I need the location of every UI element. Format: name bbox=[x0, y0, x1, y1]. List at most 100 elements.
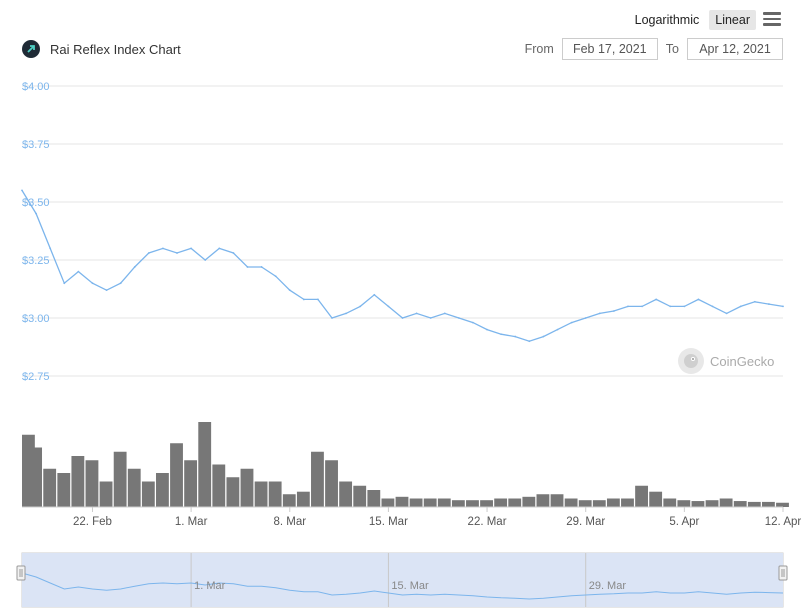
price-point bbox=[77, 270, 80, 273]
volume-bar bbox=[268, 481, 282, 507]
navigator-right-handle[interactable] bbox=[778, 565, 788, 581]
price-point bbox=[711, 305, 714, 308]
x-tick-label: 29. Mar bbox=[566, 516, 605, 528]
price-point bbox=[218, 247, 221, 250]
rai-reflex-logo-icon bbox=[22, 40, 40, 58]
price-point bbox=[753, 300, 756, 303]
watermark-text: CoinGecko bbox=[710, 353, 775, 369]
volume-bar bbox=[311, 451, 324, 507]
chart-header: Rai Reflex Index Chart Logarithmic Linea… bbox=[0, 0, 811, 80]
price-point bbox=[415, 312, 418, 315]
volume-series bbox=[22, 422, 789, 507]
price-point bbox=[317, 298, 319, 301]
price-point bbox=[542, 335, 545, 338]
navigator-selection[interactable] bbox=[22, 553, 783, 607]
volume-bar bbox=[325, 460, 338, 507]
hamburger-menu-icon[interactable] bbox=[763, 12, 781, 26]
price-point bbox=[147, 252, 150, 254]
grid-layer bbox=[22, 85, 783, 377]
navigator-line bbox=[21, 572, 784, 600]
volume-bar bbox=[141, 481, 155, 507]
volume-bar bbox=[353, 485, 367, 507]
navigator-labels: 1. Mar 15. Mar 29. Mar bbox=[194, 580, 626, 592]
volume-bar bbox=[226, 477, 240, 507]
y-tick-label: $3.00 bbox=[22, 313, 50, 325]
price-point bbox=[641, 305, 643, 308]
volume-bar bbox=[719, 498, 733, 507]
price-point bbox=[387, 305, 390, 308]
volume-bar bbox=[761, 501, 775, 507]
volume-bar bbox=[409, 498, 423, 507]
price-point bbox=[49, 247, 52, 250]
chart-title: Rai Reflex Index Chart bbox=[50, 41, 181, 57]
price-point bbox=[232, 252, 235, 254]
scale-linear-button[interactable]: Linear bbox=[709, 10, 756, 30]
x-tick-label: 12. Apr bbox=[765, 516, 802, 528]
price-point bbox=[655, 298, 658, 301]
volume-bar bbox=[480, 500, 493, 507]
price-point bbox=[627, 305, 629, 308]
price-point bbox=[133, 266, 136, 268]
price-point bbox=[739, 305, 742, 308]
price-series bbox=[21, 189, 784, 343]
navigator-tick-label: 29. Mar bbox=[589, 580, 627, 592]
price-point bbox=[528, 340, 531, 343]
navigator-grid bbox=[190, 553, 587, 607]
coingecko-gecko-icon bbox=[678, 348, 704, 374]
price-point bbox=[697, 298, 700, 301]
price-point bbox=[500, 333, 503, 336]
price-point bbox=[472, 321, 474, 324]
scale-logarithmic-button[interactable]: Logarithmic bbox=[634, 13, 700, 27]
price-point bbox=[725, 312, 728, 315]
volume-bar bbox=[170, 443, 183, 507]
x-tick-label: 1. Mar bbox=[175, 516, 208, 528]
x-tick-label: 5. Apr bbox=[669, 516, 699, 528]
price-point bbox=[612, 310, 615, 312]
navigator-tick-label: 1. Mar bbox=[194, 580, 226, 592]
navigator-tick-label: 15. Mar bbox=[391, 580, 429, 592]
price-point bbox=[782, 305, 784, 308]
price-point bbox=[190, 247, 193, 250]
from-date-input[interactable]: Feb 17, 2021 bbox=[561, 38, 658, 60]
volume-bar bbox=[691, 501, 705, 507]
price-point bbox=[105, 289, 108, 292]
from-label: From bbox=[524, 42, 554, 56]
x-tick-label: 22. Mar bbox=[468, 516, 507, 528]
volume-bar bbox=[663, 498, 677, 507]
volume-bar bbox=[466, 500, 479, 507]
price-point bbox=[768, 303, 770, 305]
y-tick-label: $4.00 bbox=[22, 81, 50, 93]
to-date-input[interactable]: Apr 12, 2021 bbox=[687, 38, 783, 60]
volume-bar bbox=[339, 481, 353, 507]
price-point bbox=[514, 335, 517, 338]
price-point bbox=[556, 328, 559, 331]
price-point bbox=[570, 321, 573, 324]
price-point bbox=[288, 289, 291, 292]
volume-bar bbox=[536, 494, 550, 507]
volume-bar bbox=[395, 496, 409, 507]
volume-bar bbox=[57, 473, 71, 507]
volume-bar bbox=[606, 498, 620, 507]
y-tick-label: $3.25 bbox=[22, 255, 50, 267]
price-point bbox=[443, 312, 446, 315]
price-point bbox=[35, 212, 37, 215]
navigator[interactable]: 1. Mar 15. Mar 29. Mar bbox=[16, 552, 788, 608]
date-range: From Feb 17, 2021 To Apr 12, 2021 bbox=[517, 38, 783, 60]
volume-bar bbox=[508, 498, 522, 507]
price-point bbox=[486, 328, 488, 331]
price-point bbox=[119, 282, 122, 285]
volume-bar bbox=[578, 500, 592, 507]
volume-bar bbox=[522, 496, 536, 507]
volume-bar bbox=[437, 498, 451, 507]
price-point bbox=[598, 312, 601, 315]
volume-bar bbox=[621, 498, 634, 507]
navigator-left-handle[interactable] bbox=[16, 565, 26, 581]
price-point bbox=[401, 317, 404, 319]
price-point bbox=[274, 275, 277, 278]
volume-bar bbox=[635, 485, 648, 507]
volume-bar bbox=[705, 500, 719, 507]
price-point bbox=[63, 282, 66, 285]
volume-bar bbox=[212, 464, 226, 507]
volume-bar bbox=[494, 498, 508, 507]
